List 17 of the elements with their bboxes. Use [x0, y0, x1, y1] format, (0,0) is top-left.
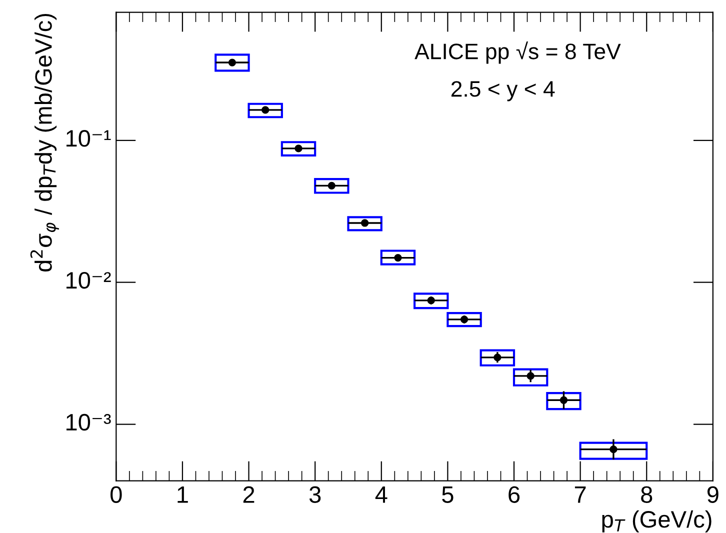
- x-tick-label: 4: [375, 486, 388, 503]
- x-tick-label: 2: [243, 486, 254, 503]
- y-axis-title: d$^{2}$σ$_{φ}$ / dp$_{T}$dy (mb/GeV/c): [30, 14, 59, 272]
- x-tick-label: 8: [641, 486, 652, 503]
- annotation: ALICE pp √s = 8 TeV: [414, 42, 621, 64]
- y-tick-label: 10⁻³: [66, 414, 111, 431]
- x-tick-label: 6: [508, 486, 520, 503]
- x-tick-label: 0: [110, 486, 122, 503]
- x-tick-label: 7: [574, 486, 586, 503]
- y-tick-label: 10⁻¹: [66, 130, 111, 147]
- annotation: 2.5 < y < 4: [451, 81, 555, 102]
- x-tick-label: 5: [442, 486, 454, 503]
- x-tick-label: 9: [707, 486, 718, 503]
- x-tick-label: 3: [309, 486, 321, 503]
- x-tick-label: 1: [178, 486, 188, 503]
- x-axis-title: p$_{T}$ (GeV/c): [602, 510, 712, 532]
- y-tick-label: 10⁻²: [66, 272, 111, 289]
